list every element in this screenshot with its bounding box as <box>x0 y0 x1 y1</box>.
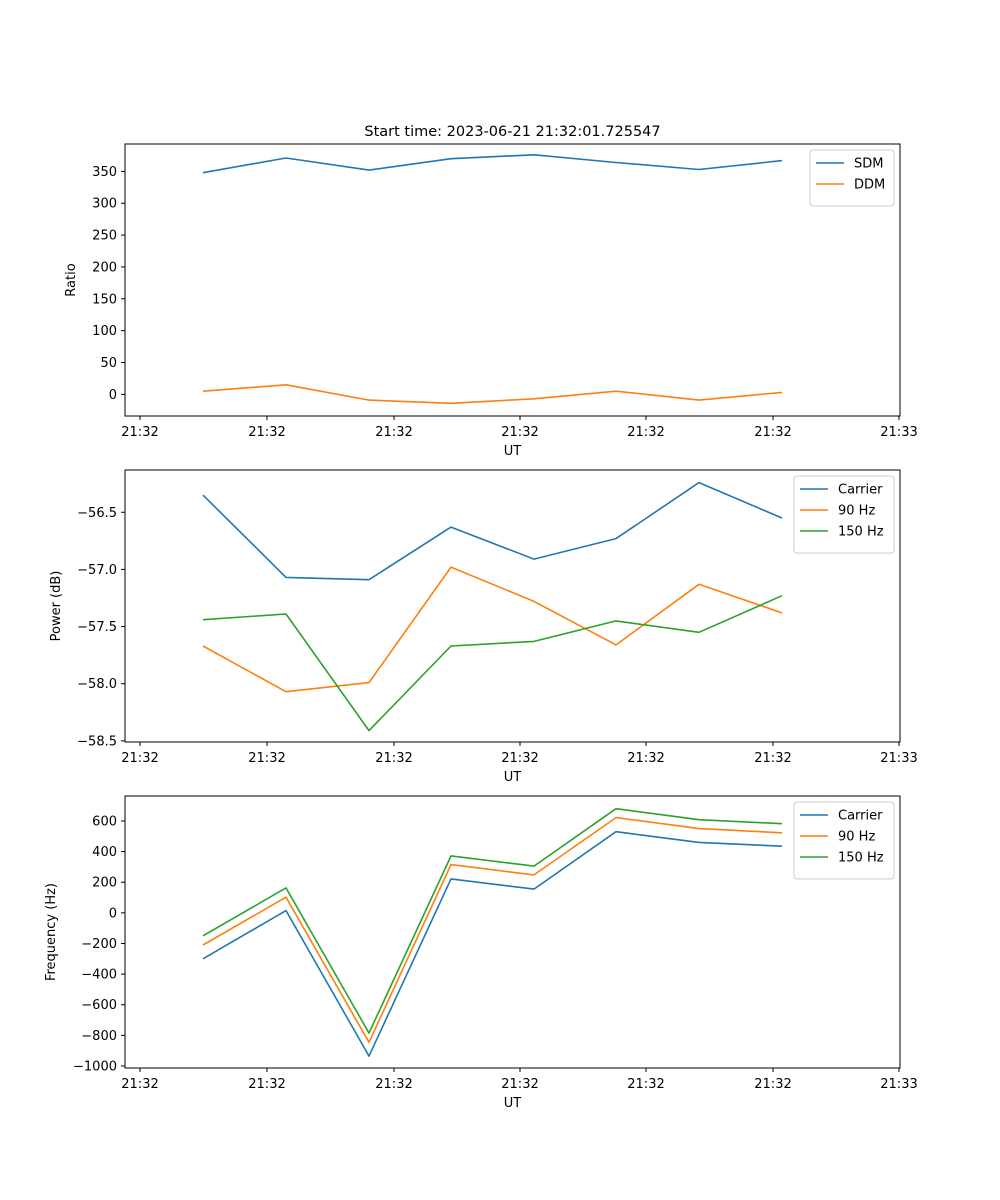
power-legend-label: Carrier <box>838 483 883 498</box>
ratio-x-axis-label: UT <box>504 444 522 459</box>
frequency-panel: 21:32 21:32 21:32 21:32 21:32 21:32 21:33 −1000… <box>44 795 918 1111</box>
frequency-y-axis-label: Frequency (Hz) <box>44 883 59 981</box>
frequency-x-tick-label: 21:32 <box>754 1077 791 1092</box>
ratio-y-tick-label: 250 <box>92 229 117 244</box>
power-y-tick-label: −56.5 <box>77 506 117 521</box>
power-legend: Carrier 90 Hz 150 Hz <box>793 475 895 554</box>
power-x-tick-label: 21:32 <box>501 751 538 766</box>
ratio-x-tick-label: 21:32 <box>627 425 664 440</box>
frequency-y-tick-label: 0 <box>109 906 117 921</box>
power-series-90-hz-line <box>202 566 783 693</box>
power-series-150-hz-line <box>202 594 783 732</box>
frequency-x-tick-label: 21:32 <box>248 1077 285 1092</box>
ratio-panel: 21:32 21:32 21:32 21:32 21:32 21:32 21:33 0 50 10… <box>64 143 918 459</box>
frequency-axes-frame <box>124 795 901 1069</box>
frequency-y-tick-label: −400 <box>81 968 117 983</box>
frequency-x-tick-label: 21:33 <box>880 1077 917 1092</box>
frequency-x-tick-label: 21:32 <box>121 1077 158 1092</box>
frequency-y-tick-label: 400 <box>92 845 117 860</box>
ratio-x-tick-label: 21:33 <box>880 425 917 440</box>
frequency-y-tick-label: −1000 <box>73 1060 117 1075</box>
power-axes-frame <box>124 469 901 743</box>
ratio-y-axis-label: Ratio <box>64 263 79 296</box>
ratio-y-tick-label: 0 <box>109 388 117 403</box>
power-legend-box <box>793 475 895 554</box>
ratio-y-tick-label: 300 <box>92 197 117 212</box>
ratio-y-tick-label: 100 <box>92 324 117 339</box>
frequency-x-tick-label: 21:32 <box>501 1077 538 1092</box>
frequency-x-axis-label: UT <box>504 1096 522 1111</box>
power-y-tick-label: −58.5 <box>77 734 117 749</box>
ratio-y-tick-label: 200 <box>92 260 117 275</box>
frequency-legend-label: 90 Hz <box>838 830 875 845</box>
power-legend-label: 90 Hz <box>838 504 875 519</box>
power-x-axis-label: UT <box>504 770 522 785</box>
ratio-x-tick-label: 21:32 <box>248 425 285 440</box>
power-legend-label: 150 Hz <box>838 525 884 540</box>
frequency-legend-label: 150 Hz <box>838 851 884 866</box>
ratio-y-tick-label: 350 <box>92 165 117 180</box>
ratio-x-tick-label: 21:32 <box>754 425 791 440</box>
power-x-tick-label: 21:32 <box>121 751 158 766</box>
ratio-x-tick-label: 21:32 <box>121 425 158 440</box>
power-x-tick-label: 21:33 <box>880 751 917 766</box>
power-x-tick-label: 21:32 <box>627 751 664 766</box>
power-y-tick-label: −57.5 <box>77 620 117 635</box>
ratio-legend-label: SDM <box>854 157 883 172</box>
frequency-y-tick-label: −600 <box>81 998 117 1013</box>
power-x-tick-label: 21:32 <box>375 751 412 766</box>
ratio-x-tick-label: 21:32 <box>375 425 412 440</box>
power-y-tick-label: −58.0 <box>77 677 117 692</box>
frequency-y-tick-label: 600 <box>92 814 117 829</box>
frequency-y-tick-label: −800 <box>81 1029 117 1044</box>
frequency-legend: Carrier 90 Hz 150 Hz <box>793 801 895 880</box>
frequency-x-tick-label: 21:32 <box>375 1077 412 1092</box>
ratio-y-tick-label: 150 <box>92 292 117 307</box>
frequency-legend-box <box>793 801 895 880</box>
frequency-y-tick-label: 200 <box>92 876 117 891</box>
ratio-series-sdm-line <box>202 154 783 174</box>
frequency-series-150-hz-line <box>202 807 783 1034</box>
ratio-legend: SDM DDM <box>809 149 895 207</box>
ratio-legend-box <box>809 149 895 207</box>
frequency-series-carrier-line <box>202 830 783 1057</box>
power-y-axis-label: Power (dB) <box>49 571 64 642</box>
power-y-tick-label: −57.0 <box>77 563 117 578</box>
frequency-legend-label: Carrier <box>838 809 883 824</box>
frequency-series-90-hz-line <box>202 816 783 1044</box>
power-panel: 21:32 21:32 21:32 21:32 21:32 21:32 21:33 −58.5… <box>49 469 918 785</box>
figure-title: Start time: 2023-06-21 21:32:01.725547 <box>364 124 660 140</box>
frequency-x-tick-label: 21:32 <box>627 1077 664 1092</box>
power-x-tick-label: 21:32 <box>248 751 285 766</box>
ratio-series-ddm-line <box>202 383 783 405</box>
power-series-carrier-line <box>202 481 783 581</box>
ratio-x-tick-label: 21:32 <box>501 425 538 440</box>
power-x-tick-label: 21:32 <box>754 751 791 766</box>
ratio-y-tick-label: 50 <box>100 356 117 371</box>
frequency-y-tick-label: −200 <box>81 937 117 952</box>
ratio-axes-frame <box>124 143 901 417</box>
ratio-legend-label: DDM <box>854 178 885 193</box>
